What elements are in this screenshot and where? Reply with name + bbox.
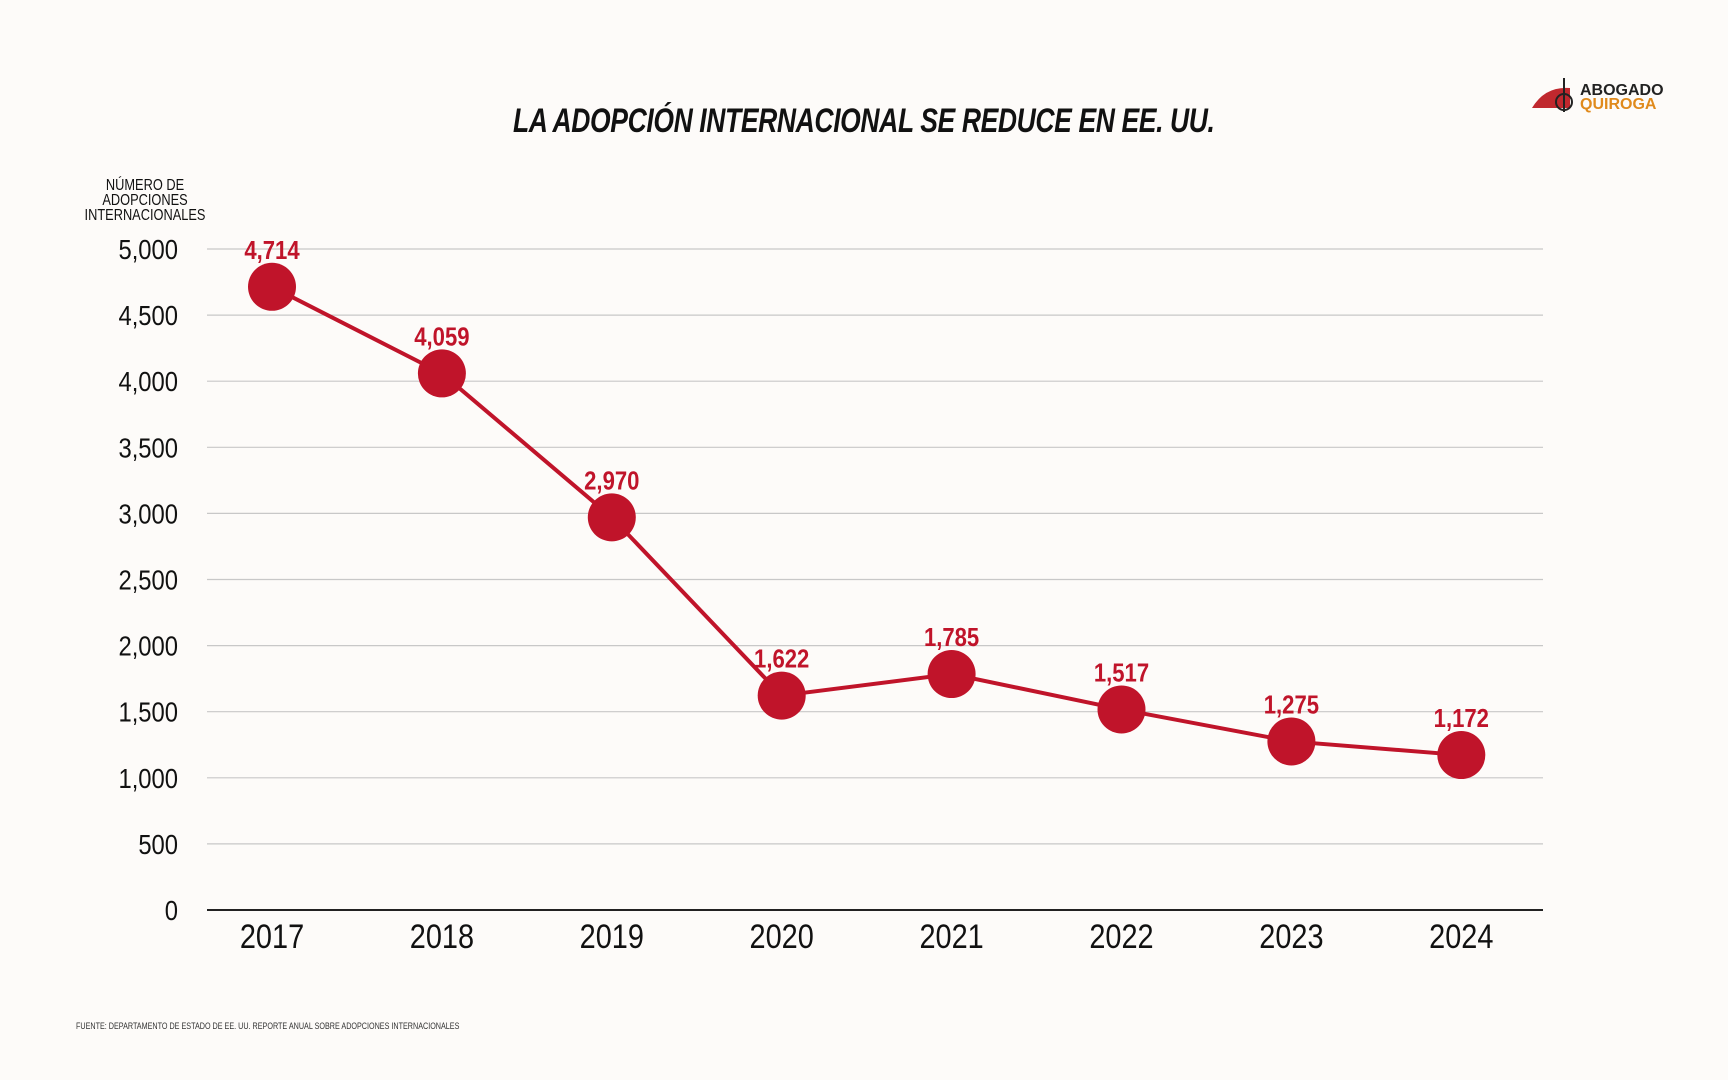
data-label: 1,275 — [1264, 691, 1319, 720]
data-point — [1437, 731, 1486, 780]
y-tick-label: 500 — [138, 828, 178, 860]
data-point — [248, 262, 296, 311]
x-tick-label: 2024 — [1429, 917, 1493, 956]
y-tick-label: 1,000 — [118, 762, 178, 794]
data-point — [417, 349, 466, 398]
x-tick-label: 2023 — [1259, 917, 1323, 956]
logo-line2: QUIROGA — [1580, 96, 1657, 113]
data-point — [757, 671, 806, 720]
logo-icon — [1532, 78, 1573, 112]
logo-line1: ABOGADO — [1580, 82, 1664, 99]
y-tick-label: 4,500 — [118, 299, 178, 331]
x-tick-label: 2020 — [750, 917, 814, 956]
y-tick-label: 0 — [165, 894, 178, 926]
data-label: 1,785 — [924, 623, 979, 652]
data-point — [1097, 685, 1146, 734]
data-label: 1,517 — [1094, 659, 1149, 688]
y-tick-label: 3,000 — [118, 498, 178, 530]
chart-title: LA ADOPCIÓN INTERNACIONAL SE REDUCE EN E… — [0, 102, 1728, 141]
logo: ABOGADO QUIROGA — [1530, 78, 1700, 118]
chart-title-text: LA ADOPCIÓN INTERNACIONAL SE REDUCE EN E… — [513, 102, 1215, 140]
x-tick-label: 2017 — [240, 917, 304, 956]
data-point — [927, 650, 976, 699]
data-point — [587, 493, 636, 542]
data-label: 4,714 — [244, 236, 300, 265]
y-tick-label: 5,000 — [118, 233, 178, 265]
data-point — [1267, 717, 1316, 766]
y-tick-label: 2,500 — [118, 564, 178, 596]
y-tick-label: 1,500 — [118, 696, 178, 728]
data-label: 1,622 — [754, 645, 809, 674]
y-tick-label: 2,000 — [118, 630, 178, 662]
y-tick-label: 3,500 — [118, 431, 178, 463]
series-line — [271, 285, 1462, 758]
data-label: 2,970 — [584, 467, 639, 496]
x-tick-label: 2022 — [1089, 917, 1153, 956]
y-tick-label: 4,000 — [118, 365, 178, 397]
x-tick-label: 2021 — [919, 917, 983, 956]
x-tick-label: 2018 — [410, 917, 474, 956]
data-label: 1,172 — [1434, 704, 1489, 733]
y-axis-label: NÚMERO DE ADOPCIONES INTERNACIONALES — [84, 177, 206, 224]
x-tick-label: 2019 — [580, 917, 644, 956]
data-label: 4,059 — [414, 323, 469, 352]
source-note: FUENTE: DEPARTAMENTO DE ESTADO DE EE. UU… — [76, 1021, 460, 1031]
